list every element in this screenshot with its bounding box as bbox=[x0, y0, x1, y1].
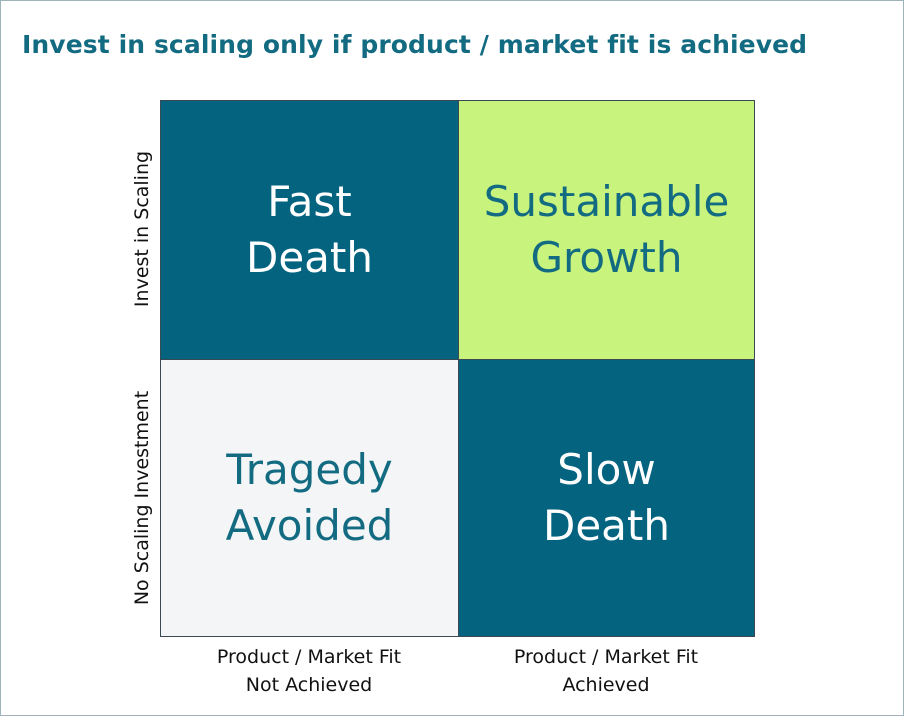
quadrant-sustainable-growth: Sustainable Growth bbox=[458, 101, 754, 359]
quadrant-fast-death: Fast Death bbox=[161, 101, 458, 359]
x-axis-label-left: Product / Market Fit Not Achieved bbox=[161, 643, 457, 699]
quadrant-label: Slow Death bbox=[542, 445, 670, 550]
quadrant-label: Fast Death bbox=[245, 177, 373, 282]
two-by-two-matrix: Fast Death Sustainable Growth Tragedy Av… bbox=[160, 100, 755, 637]
x-axis-label-right-line1: Product / Market Fit bbox=[513, 646, 699, 668]
x-axis-label-left-line1: Product / Market Fit bbox=[216, 646, 402, 668]
y-axis-label-bottom: No Scaling Investment bbox=[131, 390, 153, 606]
x-axis-label-left-line2: Not Achieved bbox=[245, 674, 373, 696]
quadrant-label: Sustainable Growth bbox=[483, 177, 730, 282]
slide-title: Invest in scaling only if product / mark… bbox=[22, 30, 808, 59]
y-axis-label-top: Invest in Scaling bbox=[131, 150, 153, 308]
quadrant-label: Tragedy Avoided bbox=[225, 445, 394, 550]
quadrant-tragedy-avoided: Tragedy Avoided bbox=[161, 359, 458, 636]
quadrant-slow-death: Slow Death bbox=[458, 359, 754, 636]
x-axis-label-right: Product / Market Fit Achieved bbox=[458, 643, 754, 699]
x-axis-label-right-line2: Achieved bbox=[562, 674, 650, 696]
